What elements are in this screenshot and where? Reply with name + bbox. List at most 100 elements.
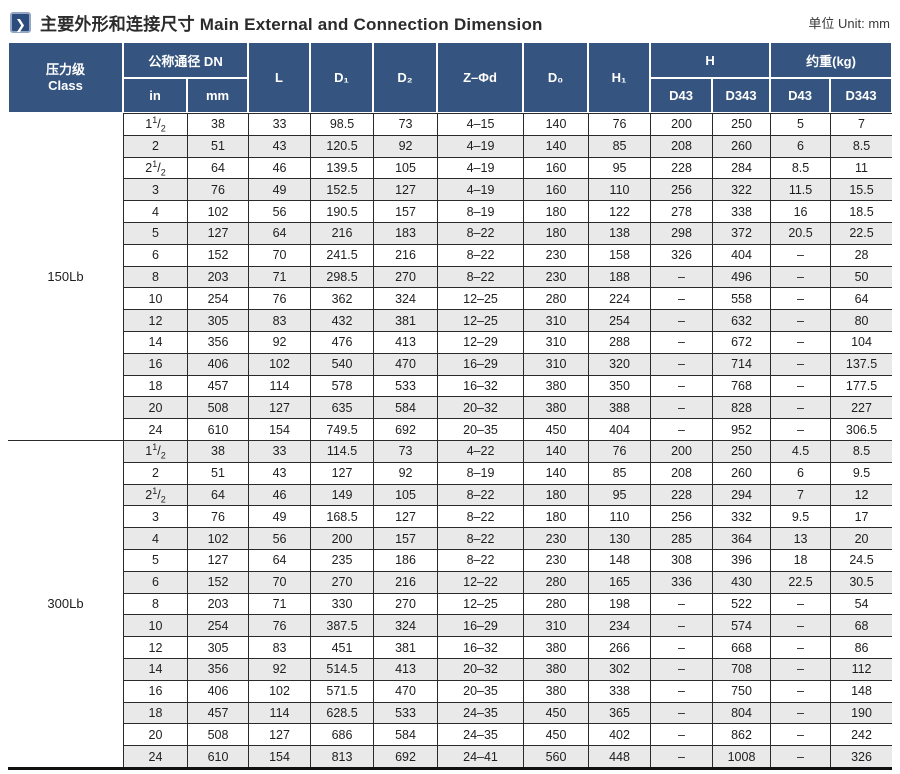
cell-weight-d43: 11.5 [770,178,831,201]
cell-in: 14 [123,330,187,353]
cell-h1: 165 [588,570,651,593]
cell-h-d343: 332 [712,505,771,528]
cell-h-d43: 208 [650,134,713,157]
cell-weight-d343: 17 [830,505,893,528]
cell-l: 70 [248,570,311,593]
table-row: 150Lb 11/2 38 33 98.5 73 4–15 140 76 200 250 5 7 [8,113,893,440]
table-row: 18 457 114 578 533 16–32 380 350–768–177.5 [8,374,893,397]
cell-d1: 330 [310,592,374,615]
cell-d2: 584 [373,723,438,746]
cell-weight-d43: – [770,679,831,702]
chevron-right-icon: ❯ [10,12,31,33]
col-header-d0: D₀ [523,42,589,113]
cell-h-d343: 322 [712,178,771,201]
cell-z-phid: 24–41 [437,745,524,767]
cell-mm: 203 [187,592,249,615]
cell-weight-d343: 30.5 [830,570,893,593]
cell-d1: 540 [310,352,374,375]
cell-mm: 305 [187,309,249,331]
cell-weight-d43: – [770,745,831,767]
cell-d1: 387.5 [310,614,374,637]
cell-d2: 381 [373,309,438,331]
table-row: 5 127 64 235 186 8–22 230 148 308 396 18 24.5 [8,548,893,571]
cell-weight-d43: – [770,592,831,615]
cell-h-d43: 200 [650,439,713,462]
cell-mm: 508 [187,723,249,746]
cell-h-d43: – [650,330,713,353]
cell-d1: 190.5 [310,200,374,222]
cell-h1: 224 [588,287,651,310]
cell-d0: 230 [523,243,589,266]
cell-z-phid: 20–32 [437,657,524,680]
cell-h-d343: 672 [712,330,771,353]
cell-d2: 413 [373,657,438,680]
cell-weight-d43: 6 [770,461,831,484]
table-row: 16 406 102 571.5 470 20–35 380 338–750–148 [8,679,893,702]
cell-h-d43: – [650,374,713,397]
cell-mm: 356 [187,330,249,353]
cell-d1: 432 [310,309,374,331]
cell-d2: 470 [373,352,438,375]
cell-d0: 160 [523,156,589,179]
cell-d2: 270 [373,592,438,615]
cell-h-d343: 364 [712,527,771,549]
cell-d0: 280 [523,592,589,615]
cell-h-d43: – [650,396,713,419]
cell-d2: 533 [373,374,438,397]
cell-h1: 350 [588,374,651,397]
col-header-dn: 公称通径 DN [123,42,249,78]
table-row: 4 102 56 190.5 157 8–19 180 122 278 338 16 18.5 [8,200,893,222]
cell-d0: 560 [523,745,589,767]
table-row: 14 356 92 514.5 413 20–32 380 302–708–112 [8,657,893,680]
col-header-in: in [123,78,187,113]
cell-d1: 168.5 [310,505,374,528]
cell-d2: 186 [373,548,438,571]
cell-h1: 95 [588,483,651,506]
cell-in: 20 [123,396,187,419]
cell-weight-d343: 8.5 [830,439,893,462]
cell-mm: 127 [187,548,249,571]
cell-h-d343: 952 [712,418,771,440]
cell-z-phid: 20–35 [437,418,524,440]
table-row: 21/2 64 46 139.5 105 4–19 160 95 228 284 8.5 11 [8,156,893,179]
table-body: 150Lb 11/2 38 33 98.5 73 4–15 140 76 200 250 5 7 2 51 4… [8,113,893,767]
table-row: 10 254 76 362 324 12–25 280 224–558–64 [8,287,893,310]
pressure-class-label: 300Lb [8,439,123,767]
cell-d0: 180 [523,483,589,506]
cell-d2: 157 [373,527,438,549]
cell-z-phid: 4–15 [437,113,524,135]
cell-l: 154 [248,418,311,440]
cell-h-d43: 278 [650,200,713,222]
cell-h-d343: 558 [712,287,771,310]
cell-z-phid: 4–22 [437,439,524,462]
cell-h-d343: 338 [712,200,771,222]
cell-z-phid: 8–22 [437,243,524,266]
cell-h-d43: – [650,745,713,767]
cell-d2: 73 [373,439,438,462]
cell-d1: 813 [310,745,374,767]
cell-weight-d43: 9.5 [770,505,831,528]
cell-h1: 365 [588,701,651,724]
cell-in: 6 [123,243,187,266]
cell-d0: 230 [523,548,589,571]
cell-mm: 64 [187,483,249,506]
cell-weight-d43: 22.5 [770,570,831,593]
cell-h-d343: 714 [712,352,771,375]
cell-weight-d343: 22.5 [830,221,893,244]
cell-z-phid: 20–35 [437,679,524,702]
cell-l: 43 [248,134,311,157]
cell-z-phid: 12–25 [437,592,524,615]
cell-z-phid: 8–22 [437,483,524,506]
cell-d1: 571.5 [310,679,374,702]
table-row: 8 203 71 298.5 270 8–22 230 188–496–50 [8,265,893,288]
cell-h1: 122 [588,200,651,222]
cell-d0: 450 [523,723,589,746]
cell-h-d343: 250 [712,439,771,462]
cell-l: 76 [248,287,311,310]
cell-h1: 338 [588,679,651,702]
table-row: 16 406 102 540 470 16–29 310 320–714–137.5 [8,352,893,375]
cell-d1: 451 [310,636,374,658]
col-header-h-d343: D343 [712,78,771,113]
cell-h-d343: 496 [712,265,771,288]
